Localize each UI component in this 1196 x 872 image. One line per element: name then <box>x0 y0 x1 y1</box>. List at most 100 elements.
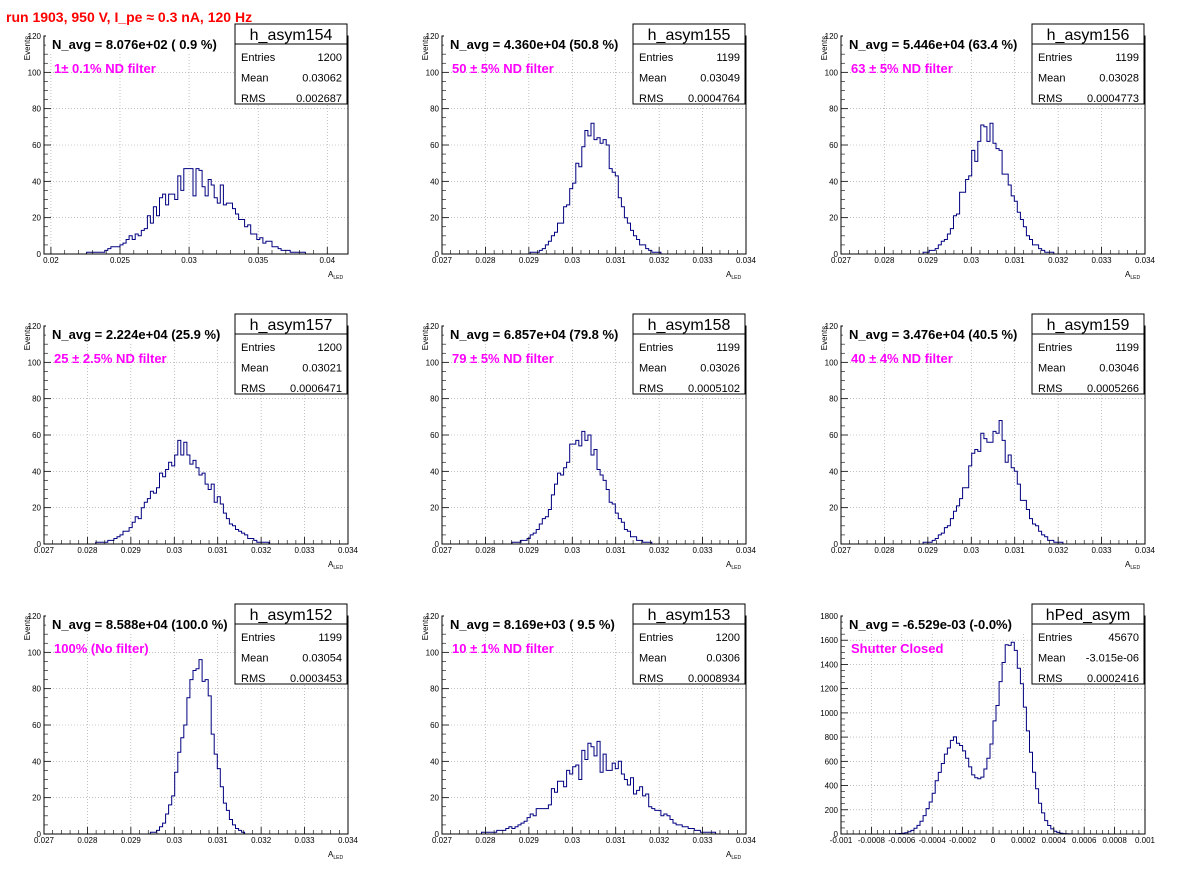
x-tick-label: 0.03 <box>564 836 580 845</box>
stats-box: h_asym157 Entries 1200 Mean 0.03021 RMS 0.0006… <box>234 313 348 395</box>
x-tick-label: 0.001 <box>1135 836 1156 845</box>
stat-value: 1199 <box>716 52 740 64</box>
y-tick-label: 80 <box>829 395 838 404</box>
x-tick-label: 0.03 <box>963 256 979 265</box>
stats-frame <box>632 313 746 395</box>
y-tick-label: 120 <box>825 32 839 41</box>
y-tick-label: 1400 <box>820 660 838 669</box>
y-tick-label: 40 <box>829 467 838 476</box>
x-tick-label: -0.0002 <box>949 836 977 845</box>
histogram-name: hPed_asym <box>1046 607 1131 624</box>
stat-label: RMS <box>241 673 265 685</box>
x-tick-label: 0.031 <box>606 836 627 845</box>
x-tick-label: 0.033 <box>693 256 714 265</box>
y-tick-label: 120 <box>28 322 42 331</box>
x-tick-label: -0.0008 <box>858 836 886 845</box>
y-tick-label: 60 <box>829 141 838 150</box>
x-axis-label: ALED <box>726 850 741 861</box>
y-tick-label: 80 <box>430 685 439 694</box>
stats-box: h_asym158 Entries 1199 Mean 0.03026 RMS 0.0005… <box>632 313 746 395</box>
stat-label: Mean <box>639 73 667 85</box>
x-tick-label: 0.0004 <box>1042 836 1067 845</box>
x-axis-label-subscript: LED <box>333 565 343 571</box>
stat-value: 45670 <box>1108 632 1139 644</box>
x-axis-label-subscript: LED <box>1130 565 1140 571</box>
stat-label: RMS <box>1038 383 1062 395</box>
y-tick-label: 120 <box>426 612 440 621</box>
stat-value: 0.0005266 <box>1087 383 1139 395</box>
histogram-title: N_avg = 8.169e+03 ( 9.5 %) <box>450 617 615 632</box>
x-axis-label-subscript: LED <box>731 565 741 571</box>
stat-label: RMS <box>241 93 265 105</box>
stat-label: Mean <box>639 363 667 375</box>
stat-value: 0.03054 <box>302 653 342 665</box>
y-tick-label: 20 <box>32 794 41 803</box>
histogram-name: h_asym153 <box>648 607 731 624</box>
y-tick-label: 120 <box>426 322 440 331</box>
x-tick-label: 0.028 <box>77 546 98 555</box>
x-axis-label-subscript: LED <box>731 275 741 281</box>
y-tick-label: 1800 <box>820 612 838 621</box>
stat-label: RMS <box>639 673 663 685</box>
stat-value: 0.03046 <box>1099 363 1139 375</box>
stat-value: 0.0008934 <box>688 673 740 685</box>
y-tick-label: 100 <box>28 648 42 657</box>
stat-label: RMS <box>639 93 663 105</box>
x-tick-label: 0.032 <box>251 836 272 845</box>
stats-frame <box>1031 603 1145 685</box>
stat-value: 0.0306 <box>706 653 740 665</box>
x-axis-label: ALED <box>1125 270 1140 281</box>
x-tick-label: 0.027 <box>432 836 453 845</box>
y-tick-label: 60 <box>32 721 41 730</box>
stats-frame <box>1031 313 1145 395</box>
x-tick-label: 0.04 <box>319 256 335 265</box>
y-tick-label: 20 <box>829 504 838 513</box>
histogram-panel-h_asym153: 0.027 0.028 0.029 0.03 0.031 0.032 0.033 0.034 0… <box>421 603 757 861</box>
x-tick-label: 0.032 <box>1048 256 1069 265</box>
x-tick-label: -0.001 <box>830 836 853 845</box>
x-axis-label-subscript: LED <box>731 855 741 861</box>
x-tick-label: 0.029 <box>121 836 142 845</box>
y-tick-label: 20 <box>430 214 439 223</box>
x-tick-label: 0.032 <box>649 256 670 265</box>
x-axis-label: ALED <box>726 270 741 281</box>
stat-label: Entries <box>241 52 276 64</box>
filter-annotation: 79 ± 5% ND filter <box>452 351 554 366</box>
y-axis-label: Events <box>23 616 32 640</box>
y-tick-label: 0 <box>834 830 839 839</box>
histogram-panel-hPed_asym: -0.001 -0.0008 -0.0006 -0.0004 -0.0002 0 0.000… <box>820 603 1156 845</box>
y-tick-label: 120 <box>28 612 42 621</box>
x-tick-label: 0.032 <box>649 836 670 845</box>
y-tick-label: 0 <box>834 250 839 259</box>
y-tick-label: 120 <box>426 32 440 41</box>
y-tick-label: 80 <box>32 395 41 404</box>
y-tick-label: 20 <box>430 504 439 513</box>
title-background <box>444 615 660 633</box>
x-tick-label: 0.027 <box>831 256 852 265</box>
x-tick-label: 0.029 <box>918 256 939 265</box>
y-tick-label: 40 <box>430 757 439 766</box>
stat-label: Mean <box>639 653 667 665</box>
histogram-panel-h_asym154: 0.02 0.025 0.03 0.035 0.04 0 20 40 60 80 100 120 ALE… <box>23 23 349 281</box>
x-tick-label: 0.033 <box>295 546 316 555</box>
histogram-title: N_avg = 4.360e+04 (50.8 %) <box>450 37 618 52</box>
histogram-name: h_asym156 <box>1047 27 1130 44</box>
histogram-line <box>44 439 348 545</box>
x-tick-label: 0.031 <box>606 256 627 265</box>
x-tick-label: 0.027 <box>432 256 453 265</box>
stats-box: h_asym156 Entries 1199 Mean 0.03028 RMS 0.0004… <box>1031 23 1145 105</box>
filter-annotation: 1± 0.1% ND filter <box>54 61 156 76</box>
stats-box: h_asym155 Entries 1199 Mean 0.03049 RMS 0.0004… <box>632 23 746 105</box>
filter-annotation: 25 ± 2.5% ND filter <box>54 351 167 366</box>
x-tick-label: 0.034 <box>736 836 757 845</box>
y-tick-label: 120 <box>28 32 42 41</box>
histogram-panel-h_asym152: 0.027 0.028 0.029 0.03 0.031 0.032 0.033 0.034 0… <box>23 603 359 861</box>
run-title: run 1903, 950 V, I_pe ≈ 0.3 nA, 120 Hz <box>6 9 253 25</box>
stat-label: Mean <box>1038 73 1066 85</box>
title-background <box>444 35 660 53</box>
stats-frame <box>632 603 746 685</box>
x-tick-label: 0.027 <box>831 546 852 555</box>
filter-annotation: 10 ± 1% ND filter <box>452 641 554 656</box>
y-tick-label: 0 <box>37 540 42 549</box>
y-tick-label: 60 <box>430 141 439 150</box>
